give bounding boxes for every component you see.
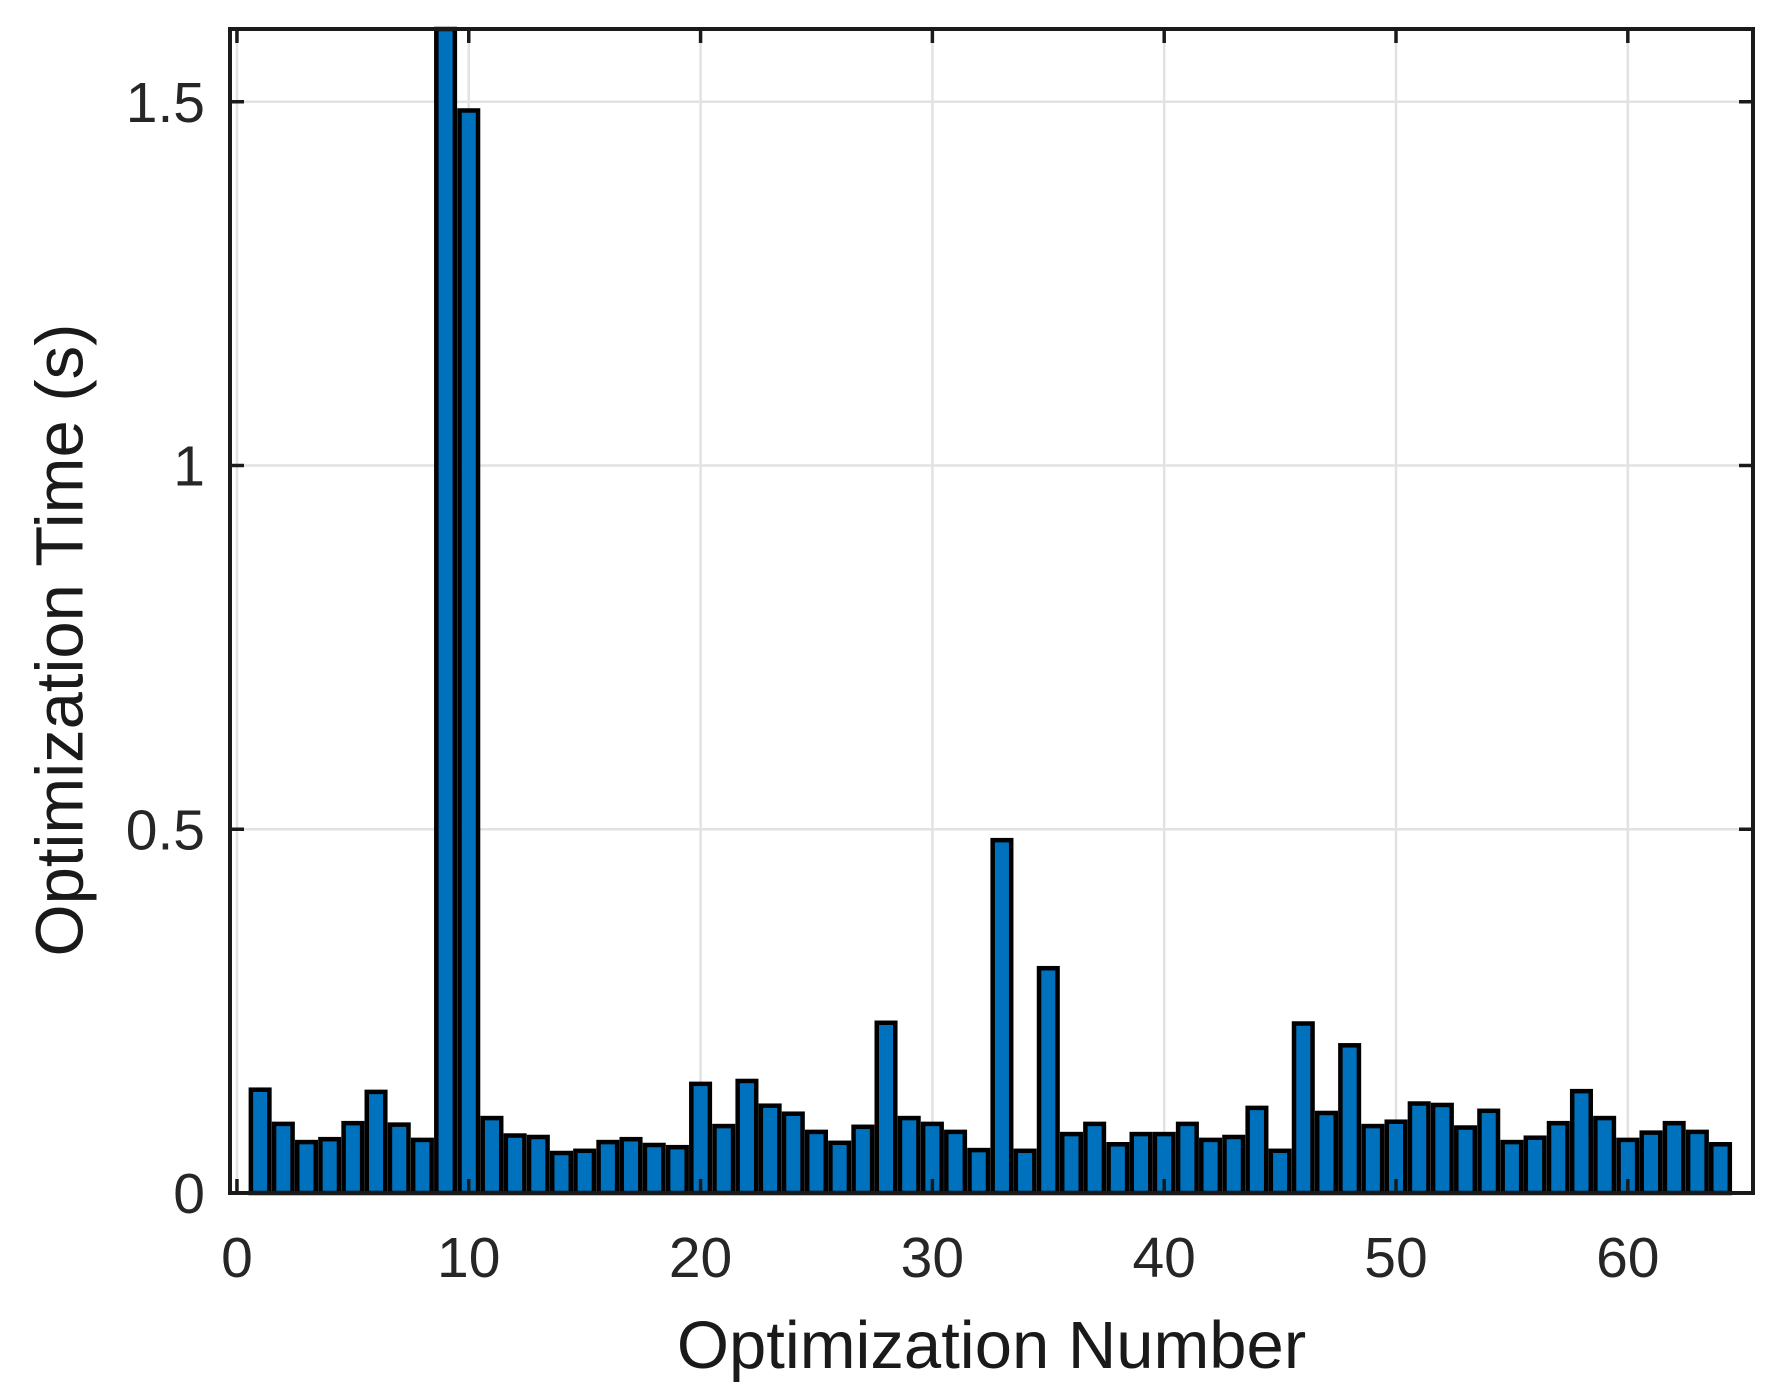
y-tick-label-0: 0 bbox=[173, 1162, 205, 1226]
bar-x17 bbox=[619, 1136, 643, 1196]
bar-x36 bbox=[1059, 1131, 1083, 1196]
bar-x38 bbox=[1106, 1142, 1130, 1196]
x-axis-title: Optimization Number bbox=[676, 1308, 1307, 1383]
bar-x7 bbox=[387, 1122, 411, 1196]
y-tick-label-1.5: 1.5 bbox=[126, 71, 205, 135]
bar-x53 bbox=[1454, 1125, 1478, 1196]
bar-x9 bbox=[434, 26, 458, 1196]
bar-x48 bbox=[1338, 1043, 1362, 1196]
x-tick-label-0: 0 bbox=[221, 1226, 253, 1290]
bar-x32 bbox=[967, 1147, 991, 1196]
bar-x56 bbox=[1523, 1135, 1547, 1196]
bar-x42 bbox=[1199, 1137, 1223, 1196]
bar-x15 bbox=[573, 1148, 597, 1196]
bar-x35 bbox=[1036, 965, 1060, 1196]
bar-x14 bbox=[549, 1150, 574, 1196]
x-tick-label-60: 60 bbox=[1596, 1226, 1659, 1290]
bar-x31 bbox=[944, 1129, 968, 1196]
bar-x61 bbox=[1639, 1130, 1663, 1196]
bar-x8 bbox=[410, 1137, 434, 1196]
bar-x20 bbox=[689, 1081, 713, 1196]
x-tick-label-40: 40 bbox=[1132, 1226, 1195, 1290]
bar-x49 bbox=[1361, 1123, 1385, 1196]
y-tick-label-1: 1 bbox=[173, 435, 205, 499]
bar-x16 bbox=[596, 1139, 620, 1196]
bar-x6 bbox=[364, 1089, 388, 1196]
bar-x10 bbox=[457, 108, 481, 1196]
bar-x62 bbox=[1662, 1120, 1686, 1196]
bar-x13 bbox=[526, 1134, 550, 1196]
bar-x22 bbox=[735, 1078, 759, 1196]
bar-x33 bbox=[990, 837, 1014, 1196]
x-tick-label-10: 10 bbox=[437, 1226, 500, 1290]
bar-x43 bbox=[1222, 1134, 1246, 1196]
bar-x46 bbox=[1291, 1021, 1315, 1196]
bar-x47 bbox=[1314, 1110, 1338, 1196]
bar-x29 bbox=[897, 1115, 921, 1196]
y-tick-label-0.5: 0.5 bbox=[126, 798, 205, 862]
bar-x37 bbox=[1083, 1121, 1107, 1196]
bar-x18 bbox=[642, 1142, 666, 1196]
y-axis-title: Optimization Time (s) bbox=[22, 323, 98, 957]
bar-x57 bbox=[1546, 1120, 1570, 1196]
bar-x59 bbox=[1593, 1115, 1617, 1196]
bar-x64 bbox=[1709, 1142, 1733, 1196]
bar-x11 bbox=[480, 1115, 504, 1196]
bar-x45 bbox=[1268, 1148, 1292, 1196]
x-tick-label-30: 30 bbox=[901, 1226, 964, 1290]
bar-x19 bbox=[665, 1144, 689, 1196]
bar-x34 bbox=[1013, 1148, 1037, 1196]
bar-x21 bbox=[712, 1123, 736, 1196]
bar-x41 bbox=[1175, 1121, 1199, 1196]
x-tick-label-50: 50 bbox=[1364, 1226, 1427, 1290]
x-tick-label-20: 20 bbox=[669, 1226, 732, 1290]
bar-x25 bbox=[804, 1129, 829, 1196]
bar-x12 bbox=[503, 1133, 527, 1196]
bar-x44 bbox=[1245, 1105, 1269, 1196]
bar-x58 bbox=[1569, 1088, 1593, 1196]
bar-x24 bbox=[781, 1111, 805, 1196]
bar-x51 bbox=[1407, 1101, 1431, 1196]
bar-x27 bbox=[851, 1124, 875, 1196]
bar-x52 bbox=[1430, 1102, 1454, 1196]
bar-x5 bbox=[341, 1120, 365, 1196]
bar-x39 bbox=[1129, 1131, 1153, 1196]
bar-x55 bbox=[1500, 1139, 1524, 1196]
bar-x1 bbox=[248, 1087, 272, 1196]
bar-x2 bbox=[271, 1121, 295, 1196]
bar-x54 bbox=[1477, 1108, 1501, 1196]
bar-x26 bbox=[828, 1140, 852, 1196]
bar-x28 bbox=[874, 1020, 898, 1196]
bar-x3 bbox=[294, 1139, 319, 1196]
bar-x23 bbox=[758, 1103, 782, 1196]
bar-x4 bbox=[318, 1136, 342, 1196]
bar-x63 bbox=[1685, 1129, 1709, 1196]
plot-border bbox=[228, 27, 1755, 1195]
